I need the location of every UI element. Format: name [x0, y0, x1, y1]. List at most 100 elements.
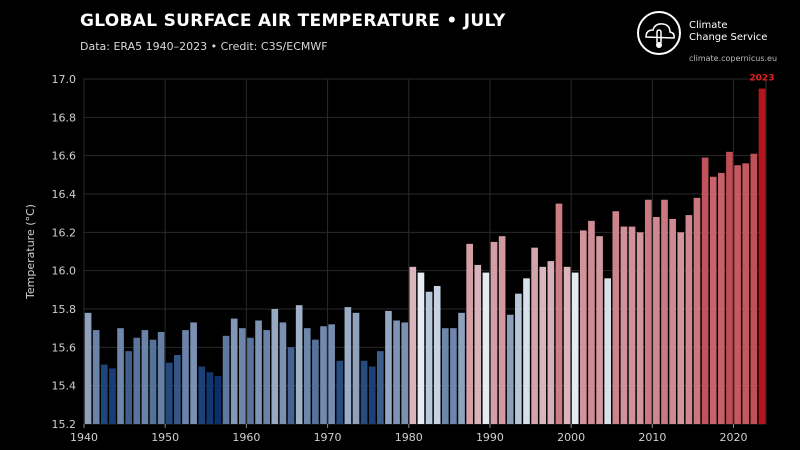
bar-1975	[368, 366, 376, 424]
bar-1952	[182, 330, 189, 424]
y-tick-label: 15.6	[52, 341, 77, 354]
bar-1961	[255, 320, 262, 424]
bar-1964	[279, 322, 287, 424]
bar-2015	[693, 197, 701, 424]
bar-2012	[669, 218, 676, 424]
bar-1940	[84, 312, 92, 424]
bar-1993	[515, 293, 522, 424]
bar-1960	[247, 337, 254, 424]
x-tick-label: 1980	[395, 431, 423, 444]
logo-line-2: Change Service	[689, 32, 768, 43]
bar-2014	[685, 215, 693, 424]
bar-1957	[222, 335, 230, 424]
highlight-label: 2023	[749, 74, 774, 84]
bar-1968	[312, 339, 319, 424]
bar-1984	[441, 328, 449, 424]
bar-2002	[588, 220, 595, 424]
x-tick-label: 1960	[232, 431, 260, 444]
bar-1965	[287, 347, 295, 424]
bar-2013	[677, 232, 685, 424]
bar-2006	[620, 226, 628, 424]
x-tick-label: 2000	[557, 431, 585, 444]
bar-2003	[596, 236, 603, 424]
climate-logo-icon	[637, 11, 681, 55]
bar-1956	[214, 376, 222, 424]
bar-2001	[579, 230, 587, 424]
bar-1995	[531, 247, 538, 424]
x-tick-label: 2010	[638, 431, 666, 444]
copernicus-logo: Climate Change Service	[636, 10, 786, 65]
bar-2018	[718, 172, 725, 424]
bar-1980	[409, 266, 417, 424]
bar-1945	[125, 351, 132, 424]
bar-1959	[238, 328, 246, 424]
y-tick-label: 16.0	[52, 265, 77, 278]
x-tick-label: 1970	[314, 431, 342, 444]
bar-1981	[417, 272, 425, 424]
bar-2004	[604, 278, 612, 424]
bar-1949	[157, 332, 165, 424]
bar-1998	[555, 203, 563, 424]
bar-1991	[498, 236, 506, 424]
bar-2016	[701, 157, 709, 425]
x-tick-label: 2020	[720, 431, 748, 444]
bar-1943	[109, 368, 116, 424]
bar-2000	[571, 272, 579, 424]
bar-1967	[303, 328, 311, 424]
bar-1947	[141, 330, 149, 424]
bar-1969	[320, 326, 327, 424]
y-axis-label: Temperature (°C)	[24, 204, 37, 300]
bar-1989	[482, 272, 490, 424]
bar-2022	[750, 153, 758, 424]
bar-2008	[636, 232, 644, 424]
bar-2021	[742, 163, 750, 425]
y-tick-label: 16.4	[52, 188, 77, 201]
bar-2007	[628, 226, 636, 424]
bar-1953	[190, 322, 197, 424]
bar-1946	[133, 337, 141, 424]
bar-2005	[612, 211, 620, 424]
bar-1986	[458, 312, 465, 424]
bar-1954	[198, 366, 206, 424]
bar-1966	[295, 305, 303, 424]
y-tick-label: 16.2	[52, 226, 77, 239]
bar-1996	[539, 266, 547, 424]
bar-2019	[726, 151, 733, 425]
bar-1990	[490, 241, 498, 424]
bar-1955	[206, 372, 214, 424]
bar-1951	[174, 355, 181, 424]
y-tick-label: 15.8	[52, 303, 77, 316]
bar-2009	[644, 199, 652, 424]
bar-1974	[360, 360, 368, 424]
y-tick-label: 17.0	[52, 73, 77, 86]
bar-2017	[709, 176, 717, 424]
x-tick-label: 1990	[476, 431, 504, 444]
x-tick-label: 1950	[151, 431, 179, 444]
bar-1987	[466, 243, 473, 424]
bar-1970	[328, 324, 335, 424]
bar-1971	[336, 360, 344, 424]
chart-title: GLOBAL SURFACE AIR TEMPERATURE • JULY	[80, 11, 506, 31]
logo-text: Climate Change Service	[689, 20, 767, 44]
bar-1942	[100, 364, 108, 424]
bar-1948	[149, 339, 157, 424]
bar-1983	[433, 286, 441, 424]
bar-1978	[393, 320, 400, 424]
y-tick-label: 15.2	[52, 418, 77, 431]
bar-2023	[758, 88, 766, 424]
bar-2020	[734, 165, 741, 424]
bar-2011	[661, 199, 668, 424]
bar-1997	[547, 261, 555, 424]
bar-1963	[271, 309, 279, 424]
y-tick-label: 15.4	[52, 380, 77, 393]
bar-1976	[377, 351, 384, 424]
bar-1994	[523, 278, 530, 424]
y-tick-label: 16.8	[52, 111, 77, 124]
bar-1958	[230, 318, 238, 424]
bar-1950	[165, 362, 173, 424]
bar-1979	[401, 322, 409, 424]
bar-1944	[117, 328, 124, 424]
bar-1988	[474, 264, 482, 424]
x-tick-label: 1940	[70, 431, 98, 444]
logo-line-1: Climate	[689, 20, 728, 31]
